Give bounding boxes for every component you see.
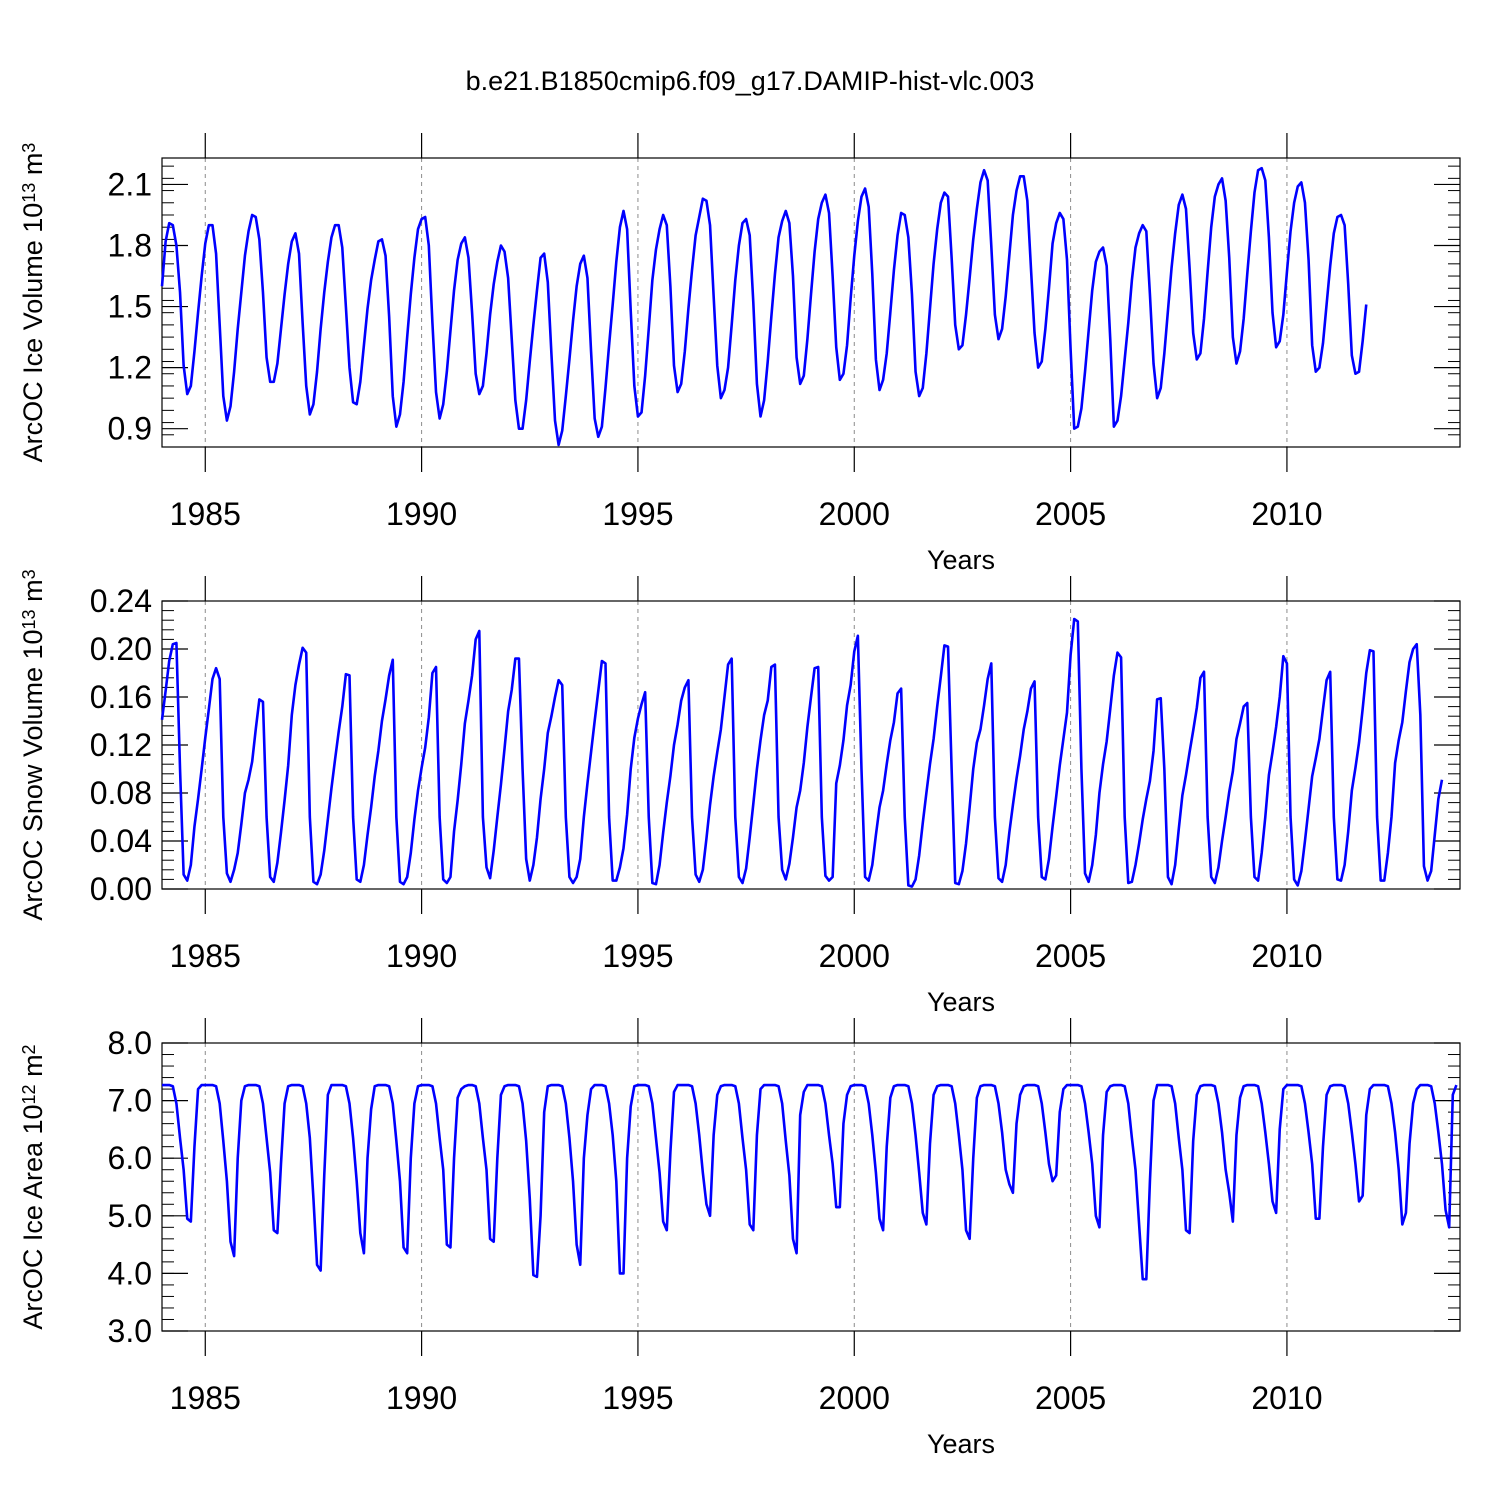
series-line-snow-volume — [160, 617, 1444, 888]
x-tick-label-1990: 1990 — [386, 1380, 457, 1416]
y-tick-label-6: 6.0 — [108, 1140, 152, 1176]
y-tick-label-0.2: 0.20 — [90, 631, 152, 667]
y-axis-label-superscript: 3 — [19, 569, 39, 579]
series-line-ice-volume — [160, 166, 1368, 447]
figure-title: b.e21.B1850cmip6.f09_g17.DAMIP-hist-vlc.… — [466, 66, 1035, 96]
plot-frame — [161, 157, 1461, 448]
y-tick-label-1.8: 1.8 — [108, 228, 152, 264]
panel-ice-area: 1985 1990 1995 2000 2005 2010 3.0 4.0 5.0 6.0 7.0 8… — [18, 1018, 1461, 1459]
y-axis-label-superscript: 3 — [19, 143, 39, 153]
y-axis-label-superscript: 13 — [19, 609, 39, 629]
y-axis-label: ArcOC Snow Volume 1013 m3 — [18, 569, 48, 920]
y-tick-label-2.1: 2.1 — [108, 166, 152, 202]
x-tick-label-2010: 2010 — [1251, 496, 1322, 532]
y-tick-label-0.16: 0.16 — [90, 679, 152, 715]
panels: 1985 1990 1995 2000 2005 2010 0.9 1.2 1.5 1.8 2.1 Y… — [18, 133, 1461, 1459]
x-tick-label-2010: 2010 — [1251, 1380, 1322, 1416]
x-tick-label-1995: 1995 — [602, 1380, 673, 1416]
y-tick-label-1.2: 1.2 — [108, 350, 152, 386]
y-axis-label: ArcOC Ice Volume 1013 m3 — [18, 143, 48, 463]
x-tick-label-2005: 2005 — [1035, 1380, 1106, 1416]
x-tick-label-2000: 2000 — [819, 1380, 890, 1416]
x-tick-label-1985: 1985 — [170, 496, 241, 532]
y-tick-label-4: 4.0 — [108, 1255, 152, 1291]
panel-ice-volume: 1985 1990 1995 2000 2005 2010 0.9 1.2 1.5 1.8 2.1 Y… — [18, 133, 1461, 575]
x-axis-label: Years — [927, 987, 995, 1017]
x-tick-label-2000: 2000 — [819, 938, 890, 974]
y-tick-label-0.08: 0.08 — [90, 775, 152, 811]
x-tick-label-2010: 2010 — [1251, 938, 1322, 974]
series-line-ice-area — [162, 1083, 1458, 1281]
x-tick-label-1995: 1995 — [602, 938, 673, 974]
x-tick-label-2005: 2005 — [1035, 496, 1106, 532]
y-axis-label-superscript: 12 — [19, 1084, 39, 1104]
panel-snow-volume: 1985 1990 1995 2000 2005 2010 0.00 0.04 0.08 0.12… — [18, 569, 1461, 1017]
y-axis-label-text: ArcOC Snow Volume 10 — [18, 629, 48, 920]
y-tick-label-7: 7.0 — [108, 1083, 152, 1119]
x-tick-label-2000: 2000 — [819, 496, 890, 532]
y-tick-label-0: 0.00 — [90, 871, 152, 907]
y-tick-label-0.24: 0.24 — [90, 583, 152, 619]
y-axis-label: ArcOC Ice Area 1012 m2 — [18, 1044, 48, 1329]
y-axis-label-text: m — [18, 579, 48, 609]
y-tick-label-8: 8.0 — [108, 1025, 152, 1061]
plot-frame — [161, 1042, 1461, 1332]
y-axis-label-superscript: 13 — [19, 183, 39, 203]
y-tick-label-5: 5.0 — [108, 1198, 152, 1234]
x-tick-label-1990: 1990 — [386, 496, 457, 532]
y-tick-label-1.5: 1.5 — [108, 289, 152, 325]
y-axis-label-text: m — [18, 153, 48, 183]
plot-frame — [161, 600, 1461, 890]
y-tick-label-0.9: 0.9 — [108, 411, 152, 447]
x-tick-label-1985: 1985 — [170, 1380, 241, 1416]
y-axis-label-superscript: 2 — [19, 1044, 39, 1054]
x-tick-label-1995: 1995 — [602, 496, 673, 532]
y-tick-label-0.12: 0.12 — [90, 727, 152, 763]
x-axis-label: Years — [927, 1429, 995, 1459]
x-tick-label-1990: 1990 — [386, 938, 457, 974]
x-axis-label: Years — [927, 545, 995, 575]
y-tick-label-0.04: 0.04 — [90, 823, 152, 859]
y-axis-label-text: ArcOC Ice Volume 10 — [18, 203, 48, 463]
y-tick-label-3: 3.0 — [108, 1313, 152, 1349]
y-axis-label-text: m — [18, 1054, 48, 1084]
x-tick-label-1985: 1985 — [170, 938, 241, 974]
y-axis-label-text: ArcOC Ice Area 10 — [18, 1104, 48, 1329]
x-tick-label-2005: 2005 — [1035, 938, 1106, 974]
